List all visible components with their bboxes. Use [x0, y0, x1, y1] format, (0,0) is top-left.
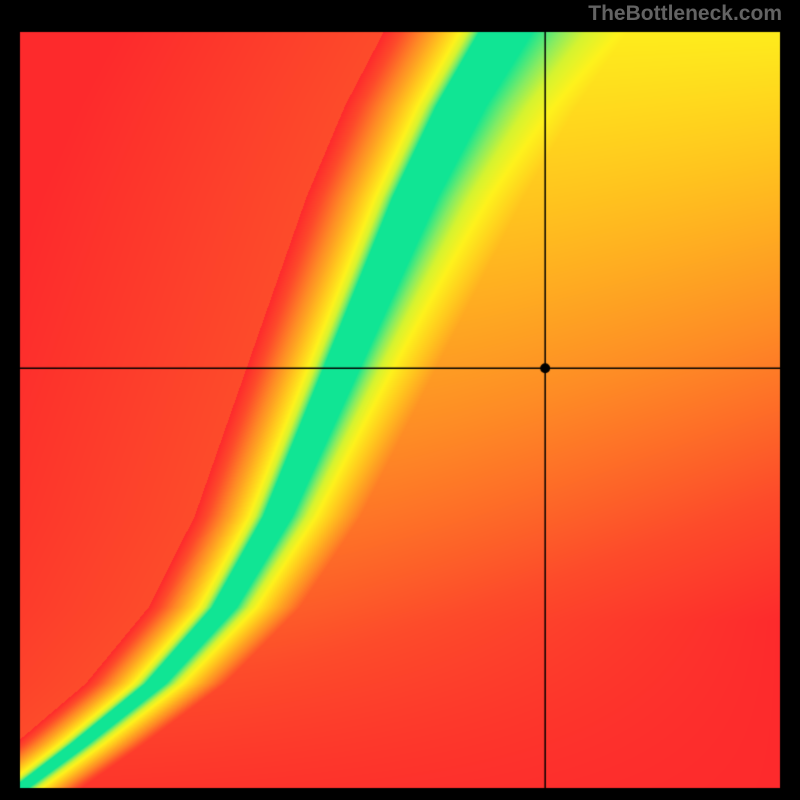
- watermark-text: TheBottleneck.com: [588, 2, 782, 26]
- chart-container: { "watermark": { "text": "TheBottleneck.…: [0, 0, 800, 800]
- bottleneck-heatmap: [18, 30, 782, 790]
